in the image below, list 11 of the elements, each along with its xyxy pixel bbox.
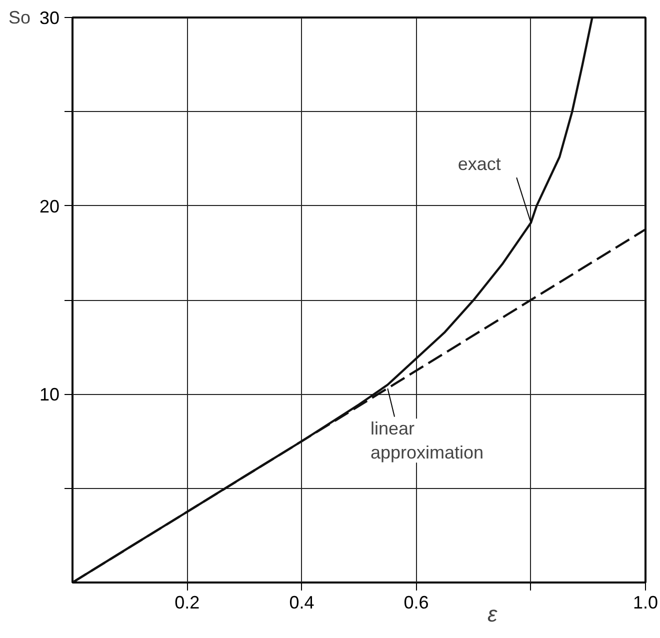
x-tick-label: 0.6 — [404, 592, 429, 612]
x-axis-title: ε — [488, 602, 498, 626]
y-tick-label: 20 — [39, 196, 60, 216]
x-tick-label: 0.4 — [289, 592, 314, 612]
y-tick-label: 30 — [39, 8, 60, 28]
annotation: exact — [458, 154, 501, 174]
y-tick-label: 10 — [39, 384, 60, 405]
x-tick-label: 0.2 — [174, 592, 200, 612]
x-tick-label: 1.0 — [632, 592, 658, 612]
y-axis-title: So — [8, 8, 30, 28]
annotation: linear approximation — [370, 418, 484, 463]
